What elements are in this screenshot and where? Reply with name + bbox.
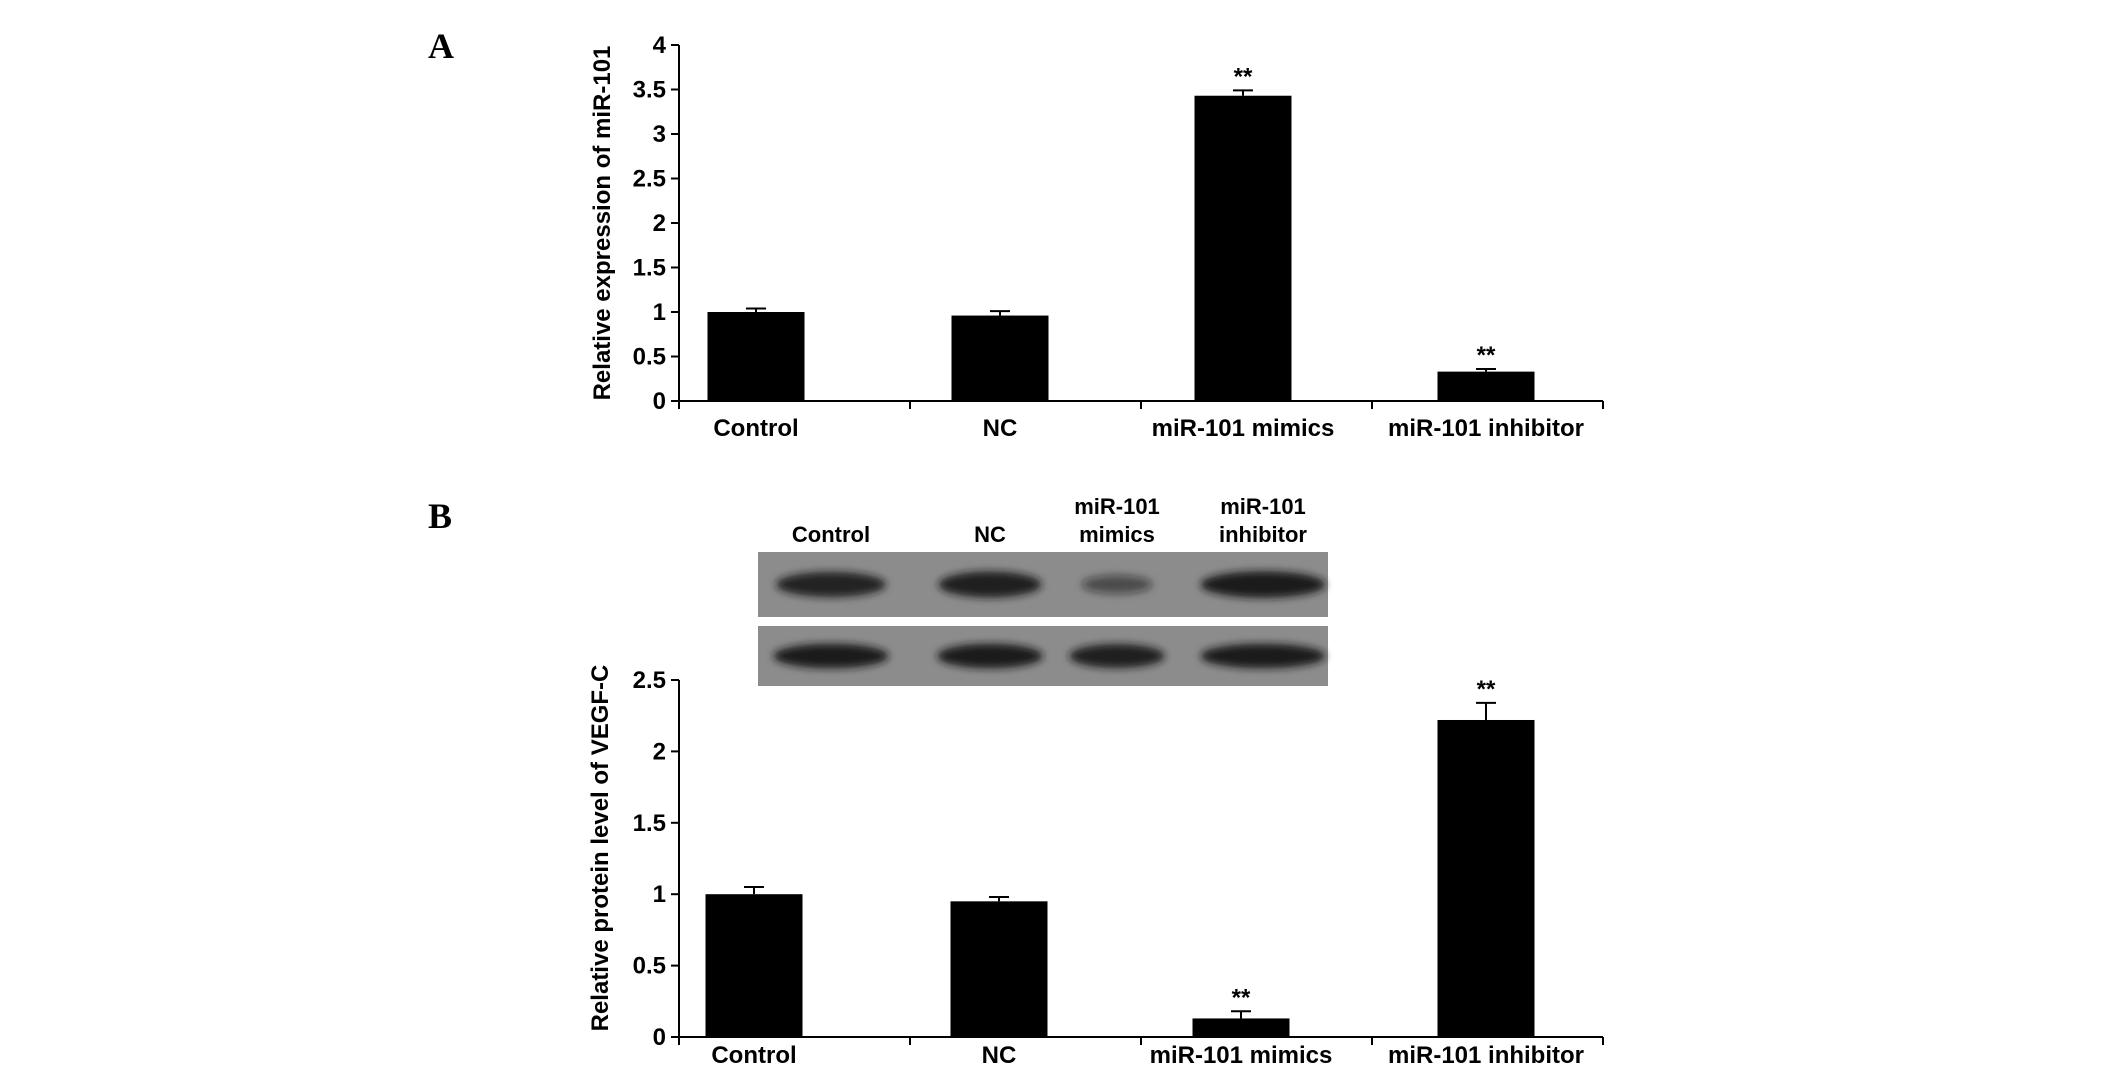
chart-a-bar [707, 312, 805, 401]
chart-b-bar [1192, 1018, 1290, 1037]
blot-band [773, 643, 889, 669]
chart-a-bar [951, 315, 1049, 401]
chart-b-category-labels: Control NC miR-101 mimics miR-101 inhibitor [711, 1042, 1584, 1065]
blot-lane-label: Control [792, 522, 870, 547]
blot-band [1081, 575, 1153, 594]
chart-b-y-axis-title: Relative protein level of VEGF-C [587, 665, 614, 1032]
blot-band [938, 571, 1042, 598]
chart-a-y-tick-label: 1.5 [633, 255, 666, 282]
chart-a-bar [1437, 371, 1535, 401]
chart-b-category-label: miR-101 mimics [1150, 1042, 1333, 1065]
chart-b-significance-marker: ** [1232, 984, 1251, 1011]
chart-a-y-tick-label: 0 [653, 388, 666, 415]
chart-a-category-label: miR-101 mimics [1152, 415, 1335, 442]
western-blot-lane-labels: Control NC miR-101 mimics miR-101 inhibitor [792, 494, 1308, 547]
chart-a-y-tick-label: 3.5 [633, 77, 666, 104]
chart-a-y-axis-title: Relative expression of miR-101 [589, 46, 616, 401]
chart-a-y-tick-label: 0.5 [633, 344, 666, 371]
chart-b-y-tick-label: 2 [653, 738, 666, 765]
blot-band [1069, 644, 1165, 668]
chart-a-category-label: Control [713, 415, 798, 442]
chart-b-bar [950, 901, 1048, 1037]
chart-a-y-tick-label: 1 [653, 299, 666, 326]
chart-a-significance-marker: ** [1234, 63, 1253, 90]
chart-b-category-label: NC [982, 1042, 1017, 1065]
blot-band [1200, 571, 1326, 598]
chart-b-y-tick-label: 1 [653, 881, 666, 908]
chart-b-y-tick-label: 2.5 [633, 667, 666, 694]
chart-b-significance-marker: ** [1477, 676, 1496, 703]
blot-lane-label-line2: mimics [1079, 522, 1155, 547]
chart-b-bar [705, 894, 803, 1037]
chart-a-category-labels: Control NC miR-101 mimics miR-101 inhibitor [713, 415, 1584, 442]
chart-a-y-tick-label: 2.5 [633, 166, 666, 193]
chart-a-axes: 0 0.5 1 1.5 2 2.5 3 3.5 4 [633, 32, 1604, 415]
chart-a-y-tick-label: 3 [653, 121, 666, 148]
chart-a-y-tick-label: 4 [653, 32, 667, 59]
blot-lane-label: NC [974, 522, 1006, 547]
blot-lane-label-line2: inhibitor [1219, 522, 1307, 547]
western-blot-strips [758, 552, 1328, 686]
chart-a-bar-chart: Relative expression of miR-101 0 0.5 1 1.5 2… [589, 32, 1604, 442]
blot-lane-label: miR-101 [1220, 494, 1306, 519]
blot-band [1200, 643, 1326, 669]
chart-a-category-label: miR-101 inhibitor [1388, 415, 1584, 442]
chart-a-bar [1194, 95, 1292, 401]
chart-b-category-label: Control [711, 1042, 796, 1065]
chart-b-y-tick-label: 1.5 [633, 810, 666, 837]
chart-a-y-tick-label: 2 [653, 210, 666, 237]
chart-b-y-tick-label: 0.5 [633, 953, 666, 980]
chart-b-y-tick-label: 0 [653, 1024, 666, 1051]
blot-band [937, 643, 1043, 669]
blot-band [775, 571, 887, 598]
panel-label-a: A [428, 26, 454, 66]
chart-b-bars: ** ** [705, 676, 1535, 1037]
western-blot: Control NC miR-101 mimics miR-101 inhibitor [758, 494, 1328, 686]
chart-a-category-label: NC [983, 415, 1018, 442]
chart-b-bar-chart: Relative protein level of VEGF-C 0 0.5 1 1.… [587, 665, 1604, 1065]
chart-a-significance-marker: ** [1477, 342, 1496, 369]
chart-b-bar [1437, 719, 1535, 1037]
blot-lane-label: miR-101 [1074, 494, 1160, 519]
chart-a-bars: ** ** [707, 63, 1535, 401]
chart-b-category-label: miR-101 inhibitor [1388, 1042, 1584, 1065]
panel-label-b: B [428, 496, 452, 536]
